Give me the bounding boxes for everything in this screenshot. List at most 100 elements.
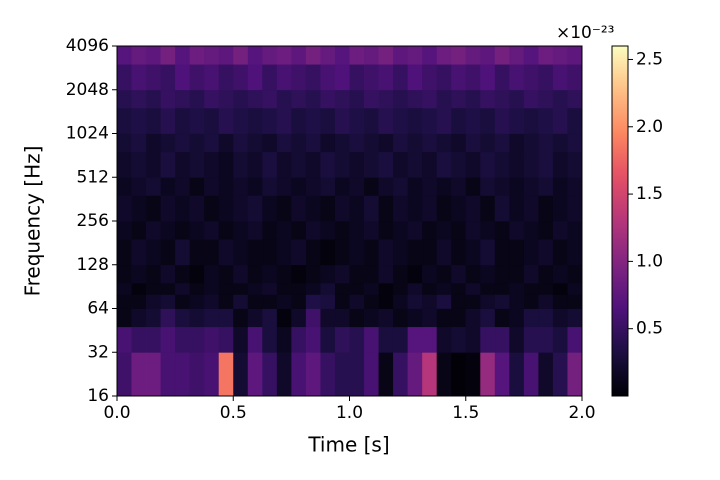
cell bbox=[305, 133, 321, 153]
cell bbox=[276, 133, 292, 153]
cell bbox=[189, 239, 205, 266]
cell bbox=[334, 46, 350, 65]
cell bbox=[378, 107, 394, 134]
cell bbox=[567, 107, 583, 134]
cell bbox=[422, 239, 438, 266]
cell bbox=[552, 195, 568, 222]
cell bbox=[364, 195, 379, 222]
cell bbox=[334, 352, 350, 397]
cell bbox=[451, 89, 467, 109]
cell bbox=[262, 133, 278, 153]
cell bbox=[291, 264, 307, 284]
cell bbox=[160, 308, 176, 328]
cell bbox=[175, 239, 191, 266]
cell bbox=[349, 151, 365, 178]
cell bbox=[349, 64, 365, 91]
cell bbox=[146, 282, 161, 295]
cell bbox=[276, 352, 292, 397]
cell bbox=[407, 352, 423, 397]
cell bbox=[204, 221, 220, 240]
cell bbox=[146, 195, 161, 222]
cell bbox=[247, 46, 263, 65]
colorbar-tick-label: 1.5 bbox=[636, 184, 663, 204]
cell bbox=[276, 177, 292, 196]
cell bbox=[131, 151, 147, 178]
cell bbox=[349, 239, 365, 266]
cell bbox=[175, 195, 191, 222]
cell bbox=[509, 177, 525, 196]
cell bbox=[538, 282, 554, 295]
cell bbox=[538, 177, 554, 196]
cell bbox=[291, 46, 307, 65]
cell bbox=[262, 221, 278, 240]
cell bbox=[494, 326, 510, 353]
cell bbox=[567, 352, 583, 397]
cell bbox=[393, 151, 409, 178]
cell bbox=[334, 177, 350, 196]
cell bbox=[291, 282, 307, 295]
cell bbox=[305, 177, 321, 196]
cell bbox=[451, 282, 467, 295]
x-tick-label: 2.0 bbox=[568, 403, 595, 423]
cell bbox=[117, 326, 132, 353]
cell bbox=[218, 195, 234, 222]
cell bbox=[160, 89, 176, 109]
cell bbox=[451, 294, 467, 309]
cell bbox=[552, 294, 568, 309]
cell bbox=[247, 308, 263, 328]
cell bbox=[436, 352, 452, 397]
cell bbox=[218, 282, 234, 295]
cell bbox=[523, 89, 539, 109]
cell bbox=[233, 294, 249, 309]
cell bbox=[509, 282, 525, 295]
cell bbox=[334, 326, 350, 353]
cell bbox=[131, 107, 147, 134]
cell bbox=[393, 326, 409, 353]
cell bbox=[131, 89, 147, 109]
cell bbox=[146, 308, 161, 328]
cell bbox=[393, 282, 409, 295]
cell bbox=[146, 46, 161, 65]
x-axis-label: Time [s] bbox=[307, 433, 389, 457]
cell bbox=[407, 239, 423, 266]
cell bbox=[117, 133, 132, 153]
cell bbox=[509, 46, 525, 65]
cell bbox=[465, 264, 481, 284]
cell bbox=[204, 64, 220, 91]
cell bbox=[436, 326, 452, 353]
cell bbox=[480, 239, 496, 266]
cell bbox=[451, 352, 467, 397]
cell bbox=[364, 89, 379, 109]
cell bbox=[247, 177, 263, 196]
cell bbox=[305, 64, 321, 91]
cell bbox=[247, 239, 263, 266]
cell bbox=[538, 64, 554, 91]
cell bbox=[567, 264, 583, 284]
cell bbox=[393, 239, 409, 266]
cell bbox=[480, 221, 496, 240]
cell bbox=[393, 107, 409, 134]
cell bbox=[509, 326, 525, 353]
cell bbox=[320, 294, 336, 309]
cell bbox=[567, 308, 583, 328]
cell bbox=[204, 264, 220, 284]
cell bbox=[480, 308, 496, 328]
cell bbox=[117, 195, 132, 222]
cell bbox=[494, 195, 510, 222]
cell bbox=[364, 46, 379, 65]
y-tick-label: 512 bbox=[77, 167, 109, 187]
cell bbox=[320, 177, 336, 196]
cell bbox=[523, 107, 539, 134]
cell bbox=[494, 151, 510, 178]
cell bbox=[305, 326, 321, 353]
cell bbox=[305, 195, 321, 222]
cell bbox=[131, 133, 147, 153]
cell bbox=[494, 64, 510, 91]
cell bbox=[218, 352, 234, 397]
cell bbox=[567, 195, 583, 222]
cell bbox=[509, 151, 525, 178]
cell bbox=[465, 133, 481, 153]
cell bbox=[334, 64, 350, 91]
cell bbox=[407, 221, 423, 240]
